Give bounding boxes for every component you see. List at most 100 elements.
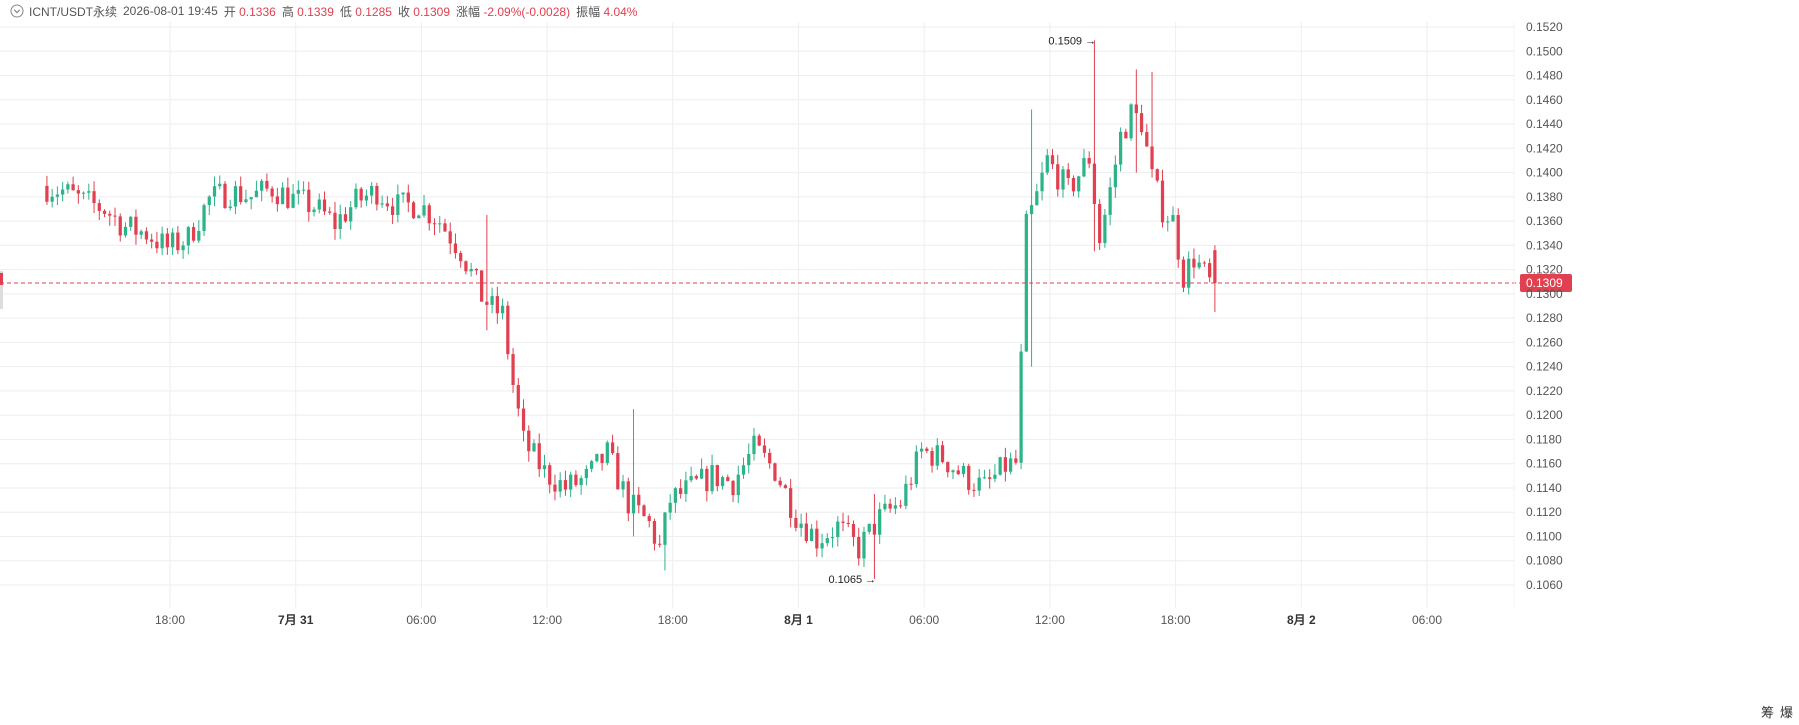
x-tick-label: 06:00 xyxy=(406,613,436,627)
candle-body xyxy=(956,470,960,475)
candle-body xyxy=(940,445,945,463)
candle-body xyxy=(1087,158,1091,164)
candle-body xyxy=(338,214,342,229)
high-label: 高 xyxy=(281,4,294,19)
y-tick-label: 0.1160 xyxy=(1526,457,1562,471)
candle-body xyxy=(961,465,966,475)
candle-body xyxy=(673,488,678,503)
candle-body xyxy=(1139,113,1144,133)
candle-body xyxy=(867,523,871,532)
chart-header: ICNT/USDT永续 2026-08-01 19:45 开 0.1336 高 … xyxy=(0,0,643,22)
candle-body xyxy=(684,480,688,494)
candle-body xyxy=(1124,131,1128,139)
candle-body xyxy=(438,223,442,225)
open-readout: 开 0.1336 xyxy=(224,3,276,20)
candle-body xyxy=(322,199,327,212)
x-tick-label: 8月 1 xyxy=(784,613,813,627)
candle-body xyxy=(919,448,924,452)
corner-tools: 筹 爆 xyxy=(1761,702,1793,721)
candle-body xyxy=(176,232,180,251)
candle-body xyxy=(663,512,667,545)
open-label: 开 xyxy=(223,4,236,19)
candle-body xyxy=(1082,158,1086,177)
close-readout: 收 0.1309 xyxy=(398,3,450,20)
candle-body xyxy=(647,516,651,522)
candle-body xyxy=(1113,164,1117,188)
candle-body xyxy=(1040,172,1044,192)
candle-body xyxy=(375,186,379,205)
candle-body xyxy=(92,191,96,204)
low-readout: 低 0.1285 xyxy=(340,3,392,20)
candle-body xyxy=(448,231,452,244)
high-value: 0.1339 xyxy=(297,4,334,19)
y-tick-label: 0.1260 xyxy=(1526,335,1563,349)
change-label: 涨幅 xyxy=(456,4,481,19)
candle-body xyxy=(804,523,808,541)
candle-body xyxy=(610,442,615,454)
candle-body xyxy=(401,192,405,195)
chip-tool-button[interactable]: 筹 xyxy=(1760,705,1774,720)
symbol-name[interactable]: ICNT/USDT永续 xyxy=(29,4,117,19)
candle-body xyxy=(1118,131,1123,165)
candle-body xyxy=(925,448,929,452)
y-tick-label: 0.1400 xyxy=(1526,166,1563,180)
candle-body xyxy=(809,528,814,541)
candle-body xyxy=(982,477,987,479)
candle-body xyxy=(485,301,489,305)
left-edge-marker xyxy=(0,270,3,309)
candle-body xyxy=(480,270,484,302)
candle-body xyxy=(307,189,311,213)
candle-body xyxy=(1024,214,1028,352)
candle-body xyxy=(1103,214,1107,244)
candle-body xyxy=(417,215,421,219)
y-tick-label: 0.1200 xyxy=(1526,408,1563,422)
candle-body xyxy=(1208,263,1212,278)
liquidation-tool-button[interactable]: 爆 xyxy=(1779,705,1793,720)
low-label: 低 xyxy=(339,4,352,19)
candle-body xyxy=(218,183,222,187)
grid-layer xyxy=(0,22,1515,608)
candle-body xyxy=(1035,191,1039,206)
y-tick-label: 0.1120 xyxy=(1526,505,1562,519)
candle-body xyxy=(563,480,568,490)
candle-body xyxy=(537,443,541,470)
chevron-down-icon[interactable] xyxy=(10,4,24,18)
candle-body xyxy=(857,536,861,559)
amplitude-readout: 振幅 4.04% xyxy=(576,3,637,20)
candle-body xyxy=(134,216,138,235)
candle-body xyxy=(888,503,892,509)
candle-body xyxy=(935,445,939,466)
candle-body xyxy=(61,189,65,195)
candle-body xyxy=(600,453,604,464)
candle-body xyxy=(878,509,882,535)
candle-body xyxy=(988,477,992,479)
candle-body xyxy=(1213,250,1217,283)
x-tick-label: 8月 2 xyxy=(1287,613,1316,627)
candle-body xyxy=(280,187,285,205)
x-tick-label: 12:00 xyxy=(532,613,562,627)
candle-body xyxy=(736,474,740,496)
candle-body xyxy=(1176,215,1180,260)
candle-body xyxy=(275,196,279,205)
candle-body xyxy=(815,528,819,549)
candle-body xyxy=(1029,205,1034,215)
candle-body xyxy=(946,462,950,473)
candle-body xyxy=(511,354,515,385)
close-value: 0.1309 xyxy=(413,4,450,19)
y-tick-label: 0.1060 xyxy=(1526,578,1563,592)
candle-body xyxy=(846,522,850,524)
candle-body xyxy=(825,538,829,544)
candle-body xyxy=(872,523,877,535)
x-tick-label: 7月 31 xyxy=(278,613,314,627)
candle-body xyxy=(1181,259,1186,288)
candle-body xyxy=(500,305,505,314)
candle-body xyxy=(1108,187,1112,215)
candle-body xyxy=(474,268,479,271)
candle-body xyxy=(689,476,693,481)
change-readout: 涨幅 -2.09%(-0.0028) xyxy=(456,3,570,20)
candle-body xyxy=(71,184,75,191)
candle-body xyxy=(113,215,117,217)
candle-body xyxy=(1197,262,1201,268)
candle-body xyxy=(223,183,227,209)
